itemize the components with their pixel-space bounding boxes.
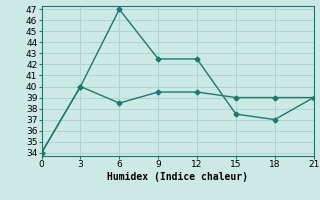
X-axis label: Humidex (Indice chaleur): Humidex (Indice chaleur) bbox=[107, 172, 248, 182]
